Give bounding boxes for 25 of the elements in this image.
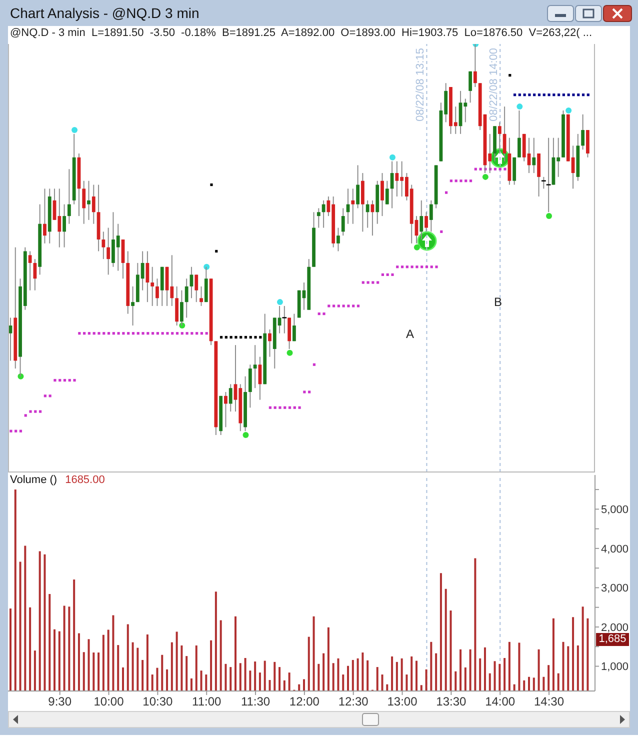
x-tick-label: 13:30 [436, 694, 467, 709]
y-tick-label: 2,000 [601, 622, 629, 634]
x-tick-label: 11:00 [192, 694, 222, 709]
annotation: 1,685 [596, 632, 629, 646]
x-tick-label: 14:30 [534, 694, 564, 709]
chart-subtitle: @NQ.D - 3 min L=1891.50 -3.50 -0.18% B=1891.25 A=1892.00 O=1893.00 Hi=1903.75 Lo=1876.50 V=263,22( ... [10, 27, 592, 40]
y-tick-label: 5,000 [601, 504, 629, 516]
chart-title: Chart Analysis - @NQ.D 3 min [10, 5, 200, 21]
x-tick-label: 13:00 [387, 694, 418, 709]
ref-line-label: 08/22/08 13:15 [414, 48, 427, 122]
chart-title: Volume () [10, 474, 58, 486]
x-tick-label: 10:00 [94, 694, 124, 709]
x-tick-label: 14:00 [485, 694, 516, 709]
x-tick-label: 12:00 [289, 694, 320, 709]
y-tick-label: 4,000 [601, 543, 629, 556]
x-tick-label: 10:30 [142, 694, 174, 709]
y-tick-label: 3,000 [601, 582, 629, 595]
x-tick-label: 12:30 [338, 694, 369, 709]
chart-subtitle: 1685.00 [65, 474, 105, 486]
x-tick-label: 11:30 [240, 694, 270, 709]
annotation: B [494, 295, 502, 309]
y-tick-label: 1,000 [601, 661, 629, 674]
x-tick-label: 9:30 [48, 694, 72, 709]
annotation: A [406, 327, 414, 341]
ref-line-label: 08/22/08 14:00 [488, 48, 500, 122]
